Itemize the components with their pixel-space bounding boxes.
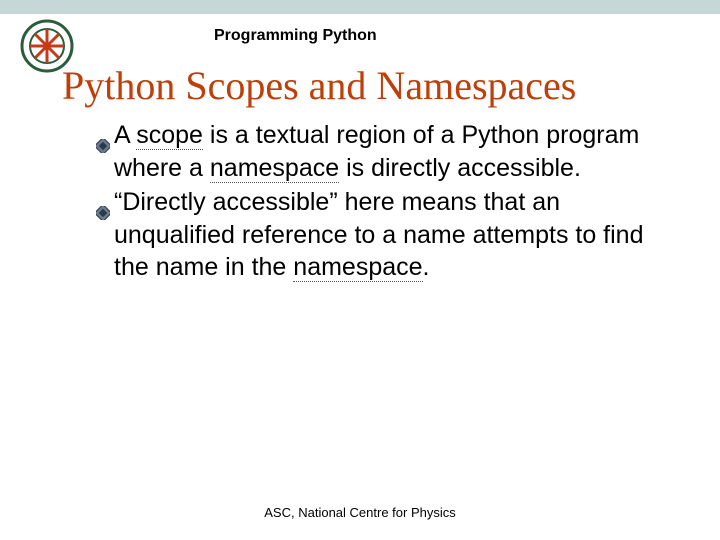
slide-title: Python Scopes and Namespaces [0,58,720,109]
text-run: A [114,121,136,149]
footer-text: ASC, National Centre for Physics [0,505,720,520]
diamond-bullet-icon [96,129,110,143]
bullet-text: “Directly accessible” here means that an… [114,186,680,284]
underlined-term: namespace [293,253,422,282]
bullet-item: “Directly accessible” here means that an… [96,186,680,284]
text-run: is directly accessible. [339,154,581,182]
body-content: A scope is a textual region of a Python … [0,109,720,284]
text-run: . [423,253,430,281]
bullet-item: A scope is a textual region of a Python … [96,119,680,184]
bullet-text: A scope is a textual region of a Python … [114,119,680,184]
header-row: Programming Python [0,14,720,58]
underlined-term: namespace [210,154,339,183]
institution-logo [20,19,74,73]
course-title: Programming Python [214,27,377,45]
underlined-term: scope [136,121,203,150]
top-color-band [0,0,720,14]
diamond-bullet-icon [96,196,110,210]
logo-icon [20,19,74,73]
